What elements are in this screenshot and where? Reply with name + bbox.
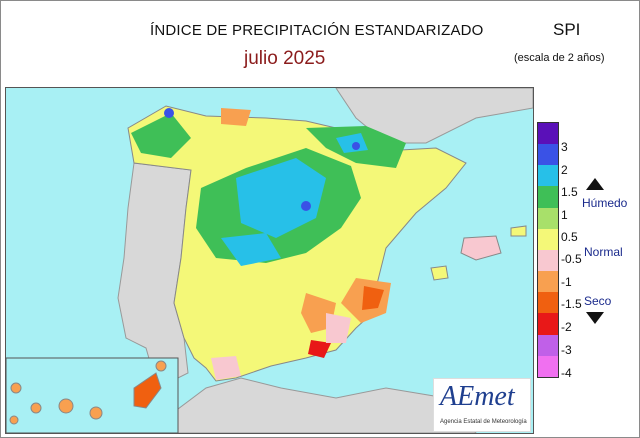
label-dry: Seco <box>584 294 612 308</box>
label-normal: Normal <box>584 245 623 259</box>
france-land <box>335 88 533 144</box>
logo-name: AEmet <box>440 381 515 412</box>
dry-red-almeria <box>308 340 331 358</box>
legend-swatch <box>538 334 558 356</box>
spi-legend-bar <box>537 122 559 378</box>
wet-dark-galicia <box>164 108 174 118</box>
wet-zone-northwest <box>131 113 191 158</box>
legend-swatch <box>538 144 558 166</box>
legend-swatch <box>538 207 558 229</box>
legend-swatch <box>538 228 558 250</box>
island-fuerteventura <box>133 372 162 409</box>
spi-map-svg <box>6 88 533 433</box>
wet-dark-center <box>301 201 311 211</box>
legend-tick: -0.5 <box>561 252 582 266</box>
island-lanzarote <box>155 360 167 372</box>
legend-tick: 2 <box>561 163 568 177</box>
scale-note: (escala de 2 años) <box>514 52 605 64</box>
wet-cyan-south <box>221 233 281 266</box>
legend-tick: -4 <box>561 366 572 380</box>
legend-tick: -2 <box>561 320 572 334</box>
legend-tick: 1.5 <box>561 185 578 199</box>
wet-cyan-pyrenees <box>336 133 368 153</box>
legend-swatch <box>538 249 558 272</box>
legend-tick: -3 <box>561 343 572 357</box>
legend-tick: -1 <box>561 275 572 289</box>
pink-zone-cadiz <box>211 356 241 380</box>
island-ibiza <box>430 265 449 281</box>
island-gomera <box>30 402 42 414</box>
dry-zone-cantabria <box>221 108 251 126</box>
legend-swatch <box>538 165 558 187</box>
dry-deep-alicante <box>362 286 384 310</box>
index-name: SPI <box>553 20 581 39</box>
legend-swatch <box>538 355 558 377</box>
wet-dark-pyrenees <box>352 142 360 150</box>
island-menorca <box>510 225 527 237</box>
island-mallorca <box>460 235 502 261</box>
legend-swatch <box>538 123 558 145</box>
spi-map <box>5 87 534 434</box>
island-tenerife <box>58 398 74 414</box>
map-period: julio 2025 <box>244 48 326 69</box>
legend-swatch <box>538 292 558 314</box>
legend-tick: 3 <box>561 140 568 154</box>
legend-tick: -1.5 <box>561 297 582 311</box>
wet-arrow-icon <box>586 178 604 190</box>
aemet-logo: AEmet Agencia Estatal de Meteorología <box>433 378 531 432</box>
legend-swatch <box>538 186 558 208</box>
island-hierro <box>9 415 19 425</box>
pink-zone-southeast <box>326 313 351 343</box>
legend-swatch <box>538 313 558 335</box>
map-title: ÍNDICE DE PRECIPITACIÓN ESTANDARIZADO <box>150 22 484 39</box>
island-gran-canaria <box>89 406 103 420</box>
logo-subtitle: Agencia Estatal de Meteorología <box>440 419 527 425</box>
legend-tick: 0.5 <box>561 230 578 244</box>
island-la-palma <box>10 382 22 394</box>
wet-cyan-center <box>236 158 326 238</box>
label-wet: Húmedo <box>582 196 628 210</box>
legend-tick: 1 <box>561 208 568 222</box>
legend-swatch <box>538 271 558 293</box>
dry-arrow-icon <box>586 312 604 324</box>
